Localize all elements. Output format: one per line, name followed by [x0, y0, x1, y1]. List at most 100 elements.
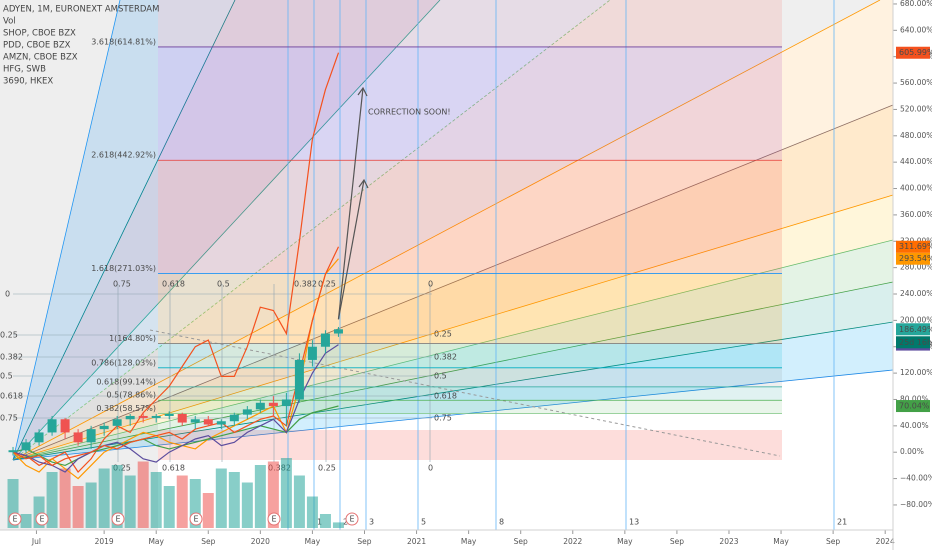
volume-bar — [85, 482, 97, 528]
comparison-line — [12, 344, 339, 473]
volume-bar — [267, 461, 279, 528]
fib-zone — [158, 367, 782, 387]
price-tag — [896, 400, 930, 413]
earnings-label: E — [39, 515, 44, 524]
time-zone-label: 1 — [317, 518, 322, 527]
fan-label: 0.25 — [434, 330, 452, 339]
y-tick-label: 560.00% — [900, 78, 932, 87]
time-zone-label: 21 — [837, 518, 847, 527]
fan-label: 0.25 — [318, 280, 336, 289]
comparison-line — [12, 405, 339, 467]
volume-bar — [124, 475, 136, 528]
x-tick-label: Sep — [670, 537, 684, 546]
price-tag — [896, 240, 930, 253]
earnings-marker — [8, 512, 22, 526]
y-tick-label: 80.00% — [900, 394, 929, 403]
y-tick-label: −80.00% — [900, 500, 932, 509]
x-tick-label: 2023 — [719, 537, 738, 546]
time-zone-label: 2 — [343, 518, 348, 527]
volume-bar — [98, 468, 110, 528]
price-tag-label: 186.49% — [899, 325, 932, 334]
fib-label: 0.382(58.57%) — [96, 404, 156, 413]
candle-body — [333, 329, 343, 334]
volume-bar — [332, 522, 344, 528]
legend-entry: PDD, CBOE BZX — [3, 41, 71, 51]
candle-body — [320, 333, 330, 347]
countdown-label: 25d 16h — [899, 338, 932, 347]
x-tick-label: May — [773, 537, 789, 546]
fan-label: 0.618 — [434, 392, 457, 401]
time-zone-label: 5 — [421, 518, 426, 527]
candle-body — [34, 432, 44, 443]
legend-entry: 3690, HKEX — [3, 77, 53, 87]
x-tick-label: 2019 — [95, 537, 114, 546]
fan-line — [12, 239, 894, 461]
volume-bar — [254, 465, 266, 528]
candle-body — [281, 399, 291, 407]
fib-bottom-zone — [158, 430, 782, 460]
volume-bar — [59, 468, 71, 528]
candle-body — [138, 415, 148, 418]
earnings-label: E — [12, 515, 17, 524]
y-tick-label: 640.00% — [900, 25, 932, 34]
y-tick-label: 680.00% — [900, 0, 932, 8]
volume-bar — [202, 493, 214, 528]
fan-line — [12, 194, 894, 461]
candle-body — [294, 359, 304, 400]
volume-bar — [137, 461, 149, 528]
x-tick-label: Jul — [31, 537, 41, 546]
earnings-marker — [35, 512, 49, 526]
candle-body — [60, 419, 70, 433]
trend-dashed — [149, 329, 781, 457]
volume-bar — [72, 486, 84, 528]
fan-line — [12, 0, 611, 461]
y-tick-label: 0.00% — [900, 447, 924, 456]
fan-label: 0.75 — [0, 414, 18, 423]
candle-body — [229, 414, 239, 422]
y-tick-label: 360.00% — [900, 210, 932, 219]
volume-bar — [228, 472, 240, 528]
y-tick-label: 520.00% — [900, 104, 932, 113]
y-tick-label: 280.00% — [900, 263, 932, 272]
price-tag-label: 311.69% — [899, 242, 932, 251]
volume-bar — [7, 479, 19, 528]
fib-label: 1.618(271.03%) — [91, 264, 156, 273]
fib-label: 3.618(614.81%) — [91, 37, 156, 46]
candle-body — [307, 346, 317, 360]
volume-bar — [293, 475, 305, 528]
volume-bar — [150, 472, 162, 528]
legend-entry: SHOP, CBOE BZX — [3, 29, 76, 39]
x-tick-label: Sep — [357, 537, 371, 546]
candle-body — [164, 413, 174, 416]
fan-line — [12, 0, 881, 461]
candle-body — [47, 419, 57, 433]
fan-line — [12, 104, 894, 461]
fan-line — [12, 0, 121, 461]
fan-label: 0.5 — [0, 372, 13, 381]
fan-label: 0.75 — [113, 280, 131, 289]
volume-bar — [111, 465, 123, 528]
fan-line — [12, 281, 894, 461]
legend-title: ADYEN, 1M, EURONEXT AMSTERDAM — [3, 5, 159, 15]
x-tick-label: Sep — [514, 537, 528, 546]
arrow-head — [357, 86, 368, 97]
candle-body — [125, 415, 135, 420]
x-tick-label: 2020 — [251, 537, 270, 546]
volume-bar — [20, 514, 32, 528]
candle-body — [151, 415, 161, 418]
fan-label: 0.5 — [434, 372, 447, 381]
y-tick-label: 200.00% — [900, 315, 932, 324]
y-tick-label: 400.00% — [900, 184, 932, 193]
volume-bar — [280, 458, 292, 528]
price-tag-label: 70.04% — [899, 402, 930, 411]
earnings-marker — [189, 512, 203, 526]
x-tick-label: Sep — [826, 537, 840, 546]
earnings-label: E — [271, 515, 276, 524]
price-tag — [896, 46, 930, 59]
y-tick-label: −40.00% — [900, 474, 932, 483]
x-tick-label: May — [305, 537, 321, 546]
fan-label: 0.75 — [434, 414, 452, 423]
candle-body — [268, 402, 278, 407]
volume-bar — [215, 468, 227, 528]
